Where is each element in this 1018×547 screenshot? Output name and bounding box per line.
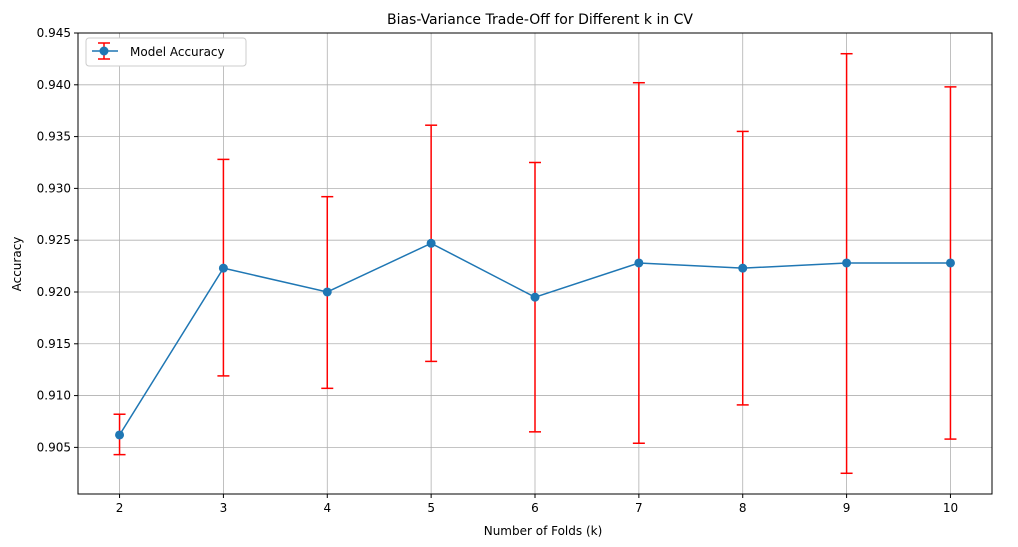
y-tick-label: 0.935: [37, 130, 71, 144]
legend-box: [85, 37, 247, 67]
y-tick-label: 0.930: [37, 181, 71, 195]
data-point: [530, 292, 540, 302]
x-tick-label: 8: [739, 501, 747, 515]
data-point: [842, 258, 852, 268]
y-axis-ticks: 0.905 0.910 0.915 0.920 0.925 0.930 0.935 0.940…: [37, 26, 78, 454]
data-point: [738, 263, 748, 273]
data-point: [218, 263, 228, 273]
legend-label: Model Accuracy: [130, 45, 225, 59]
x-axis-ticks: 2 3 4 5 6 7 8 9 10: [116, 494, 958, 515]
x-tick-label: 7: [635, 501, 643, 515]
y-tick-label: 0.905: [37, 440, 71, 454]
y-tick-label: 0.945: [37, 26, 71, 40]
data-point: [322, 287, 332, 297]
x-tick-label: 2: [116, 501, 124, 515]
y-tick-label: 0.940: [37, 78, 71, 92]
data-point: [426, 238, 436, 248]
x-axis-label: Number of Folds (k): [484, 524, 603, 538]
y-tick-label: 0.920: [37, 285, 71, 299]
x-tick-label: 4: [323, 501, 331, 515]
x-tick-label: 5: [427, 501, 435, 515]
legend: Model Accuracy: [85, 37, 247, 67]
data-point: [634, 258, 644, 268]
data-points: [115, 238, 955, 440]
chart-title: Bias-Variance Trade-Off for Different k …: [387, 12, 693, 28]
legend-marker-icon: [99, 46, 109, 56]
y-tick-label: 0.915: [37, 337, 71, 351]
y-tick-label: 0.910: [37, 389, 71, 403]
x-tick-label: 9: [843, 501, 851, 515]
y-axis-label: Accuracy: [10, 237, 24, 292]
x-tick-label: 10: [943, 501, 958, 515]
data-point: [945, 258, 955, 268]
data-point: [115, 430, 125, 440]
x-tick-label: 3: [220, 501, 228, 515]
x-tick-label: 6: [531, 501, 539, 515]
y-tick-label: 0.925: [37, 233, 71, 247]
